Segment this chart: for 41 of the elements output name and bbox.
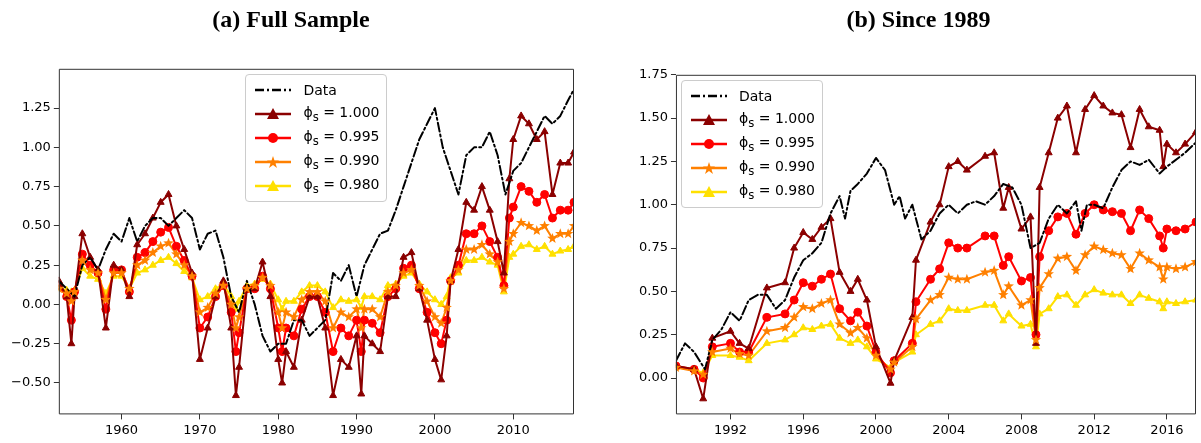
x-tick-label: 2004 [932,421,966,437]
legend-label: ϕ$_{s}$ = 1.000 [738,109,815,130]
x-tick-label: 1990 [340,421,374,437]
y-tick-label: 1.00 [638,196,668,212]
y-tick-label: 0.00 [21,295,51,311]
y-tick-label: 0.25 [638,326,668,342]
y-tick-label: 1.75 [638,66,668,82]
legend-label: ϕ$_{s}$ = 0.995 [738,133,815,154]
legend-label: ϕ$_{s}$ = 0.995 [303,127,380,148]
legend-label: Data [738,87,773,104]
x-tick-label: 1992 [713,421,748,437]
x-tick-label: 2008 [1004,421,1038,437]
y-tick-label: 0.50 [21,217,51,233]
y-tick-label: 0.75 [638,239,668,255]
legend-label: ϕ$_{s}$ = 0.980 [303,175,380,196]
legend-label: ϕ$_{s}$ = 0.990 [303,151,380,172]
x-tick-label: 1970 [183,421,217,437]
y-tick-label: 0.00 [638,369,668,385]
x-tick-label: 1996 [786,421,820,437]
chart-title: (b) Since 1989 [846,5,991,32]
x-tick-label: 2000 [418,421,452,437]
y-tick-label: 0.50 [638,282,668,298]
legend-label: ϕ$_{s}$ = 1.000 [303,103,380,124]
x-tick-label: 2016 [1150,421,1184,437]
y-tick-label: −0.50 [10,374,51,390]
y-tick-label: 1.25 [638,152,668,168]
x-tick-label: 1960 [104,421,139,437]
x-tick-label: 2012 [1077,421,1111,437]
y-tick-label: −0.25 [10,335,51,351]
y-tick-label: 1.25 [21,99,51,115]
x-tick-label: 2010 [496,421,530,437]
y-tick-label: 1.00 [21,138,51,154]
x-tick-label: 1980 [261,421,295,437]
legend-label: ϕ$_{s}$ = 0.980 [738,181,815,202]
legend-label: Data [303,81,337,98]
legend-label: ϕ$_{s}$ = 0.990 [738,157,815,178]
chart-title: (a) Full Sample [212,5,371,32]
y-tick-label: 0.75 [21,177,51,193]
x-tick-label: 2000 [859,421,893,437]
y-tick-label: 1.50 [638,109,668,125]
y-tick-label: 0.25 [21,256,51,272]
